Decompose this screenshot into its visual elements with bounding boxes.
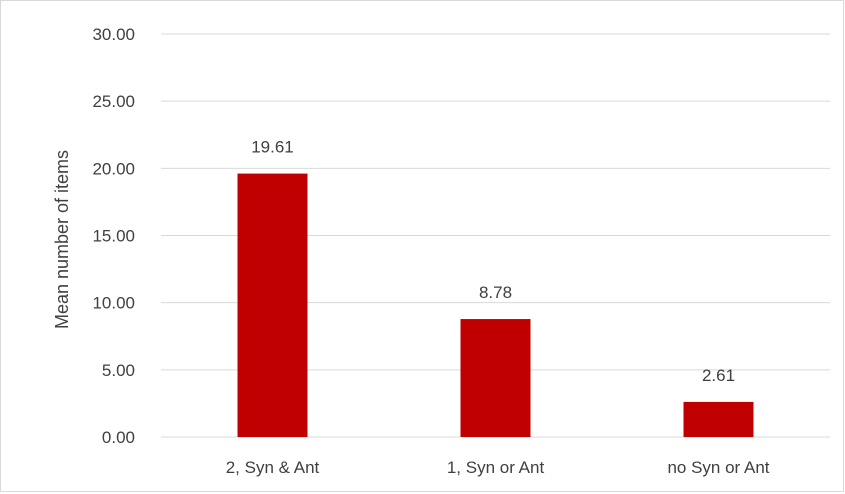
bar bbox=[460, 319, 531, 437]
y-tick-label: 30.00 bbox=[92, 25, 135, 44]
data-label: 19.61 bbox=[251, 138, 294, 157]
x-tick-label: 2, Syn & Ant bbox=[226, 458, 320, 477]
y-tick-label: 25.00 bbox=[92, 92, 135, 111]
x-tick-label: 1, Syn or Ant bbox=[447, 458, 545, 477]
x-tick-label: no Syn or Ant bbox=[667, 458, 769, 477]
y-tick-label: 10.00 bbox=[92, 294, 135, 313]
data-label: 2.61 bbox=[702, 366, 735, 385]
bar bbox=[683, 401, 754, 437]
data-labels: 19.61 8.78 2.61 bbox=[251, 138, 735, 385]
y-tick-label: 5.00 bbox=[102, 361, 135, 380]
data-label: 8.78 bbox=[479, 283, 512, 302]
y-tick-label: 20.00 bbox=[92, 159, 135, 178]
y-axis-label: Mean number of items bbox=[52, 150, 72, 329]
bar bbox=[237, 173, 308, 437]
y-tick-label: 0.00 bbox=[102, 428, 135, 447]
bars bbox=[237, 173, 754, 437]
y-tick-label: 15.00 bbox=[92, 227, 135, 246]
x-axis-tick-labels: 2, Syn & Ant 1, Syn or Ant no Syn or Ant bbox=[226, 458, 770, 477]
y-axis-tick-labels: 0.00 5.00 10.00 15.00 20.00 25.00 30.00 bbox=[92, 25, 135, 447]
